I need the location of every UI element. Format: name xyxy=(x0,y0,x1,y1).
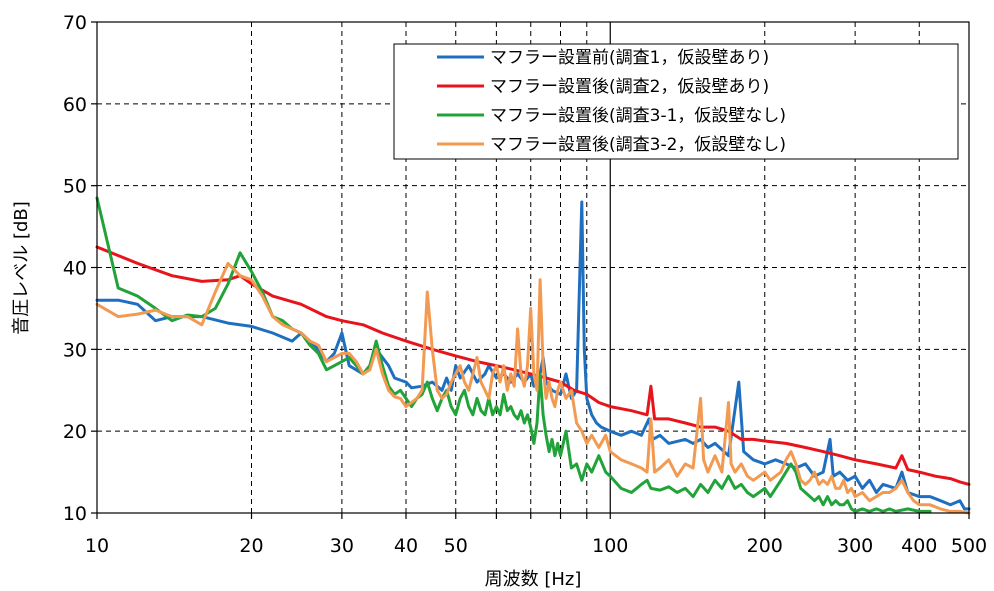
x-tick-label: 20 xyxy=(239,535,263,557)
x-tick-label: 200 xyxy=(747,535,783,557)
legend-label-4: マフラー設置後(調査3-2，仮設壁なし) xyxy=(490,135,786,155)
y-tick-label: 20 xyxy=(63,421,87,443)
series-group xyxy=(95,196,971,515)
x-tick-label: 400 xyxy=(901,535,937,557)
y-tick-label: 40 xyxy=(63,258,87,280)
y-tick-label: 10 xyxy=(63,503,87,525)
legend: マフラー設置前(調査1，仮設壁あり) マフラー設置後(調査2，仮設壁あり) マフラー… xyxy=(393,43,959,160)
legend-label-1: マフラー設置前(調査1，仮設壁あり) xyxy=(490,48,769,68)
x-tick-label: 50 xyxy=(444,535,468,557)
y-axis-title: 音圧レベル [dB] xyxy=(11,201,32,335)
x-tick-label: 100 xyxy=(592,535,628,557)
y-tick-label: 70 xyxy=(63,12,87,34)
x-tick-label: 500 xyxy=(951,535,987,557)
series-line-3 xyxy=(95,196,932,513)
y-tick-label: 30 xyxy=(63,339,87,361)
x-tick-label: 300 xyxy=(837,535,873,557)
x-axis-title: 周波数 [Hz] xyxy=(485,569,582,590)
y-tick-label: 60 xyxy=(63,94,87,116)
legend-box xyxy=(393,43,959,160)
legend-label-3: マフラー設置後(調査3-1，仮設壁なし) xyxy=(490,106,786,126)
series-line-2 xyxy=(95,245,971,486)
tick-labels: 10 20 30 40 50 60 70 10 20 30 40 50 100 200 300 400 500 xyxy=(63,12,987,557)
y-tick-label: 50 xyxy=(63,176,87,198)
legend-label-2: マフラー設置後(調査2，仮設壁あり) xyxy=(490,77,769,97)
series-line-4 xyxy=(95,261,971,515)
x-tick-label: 30 xyxy=(330,535,354,557)
x-tick-label: 10 xyxy=(85,535,109,557)
axes xyxy=(91,21,970,519)
x-tick-label: 40 xyxy=(394,535,418,557)
